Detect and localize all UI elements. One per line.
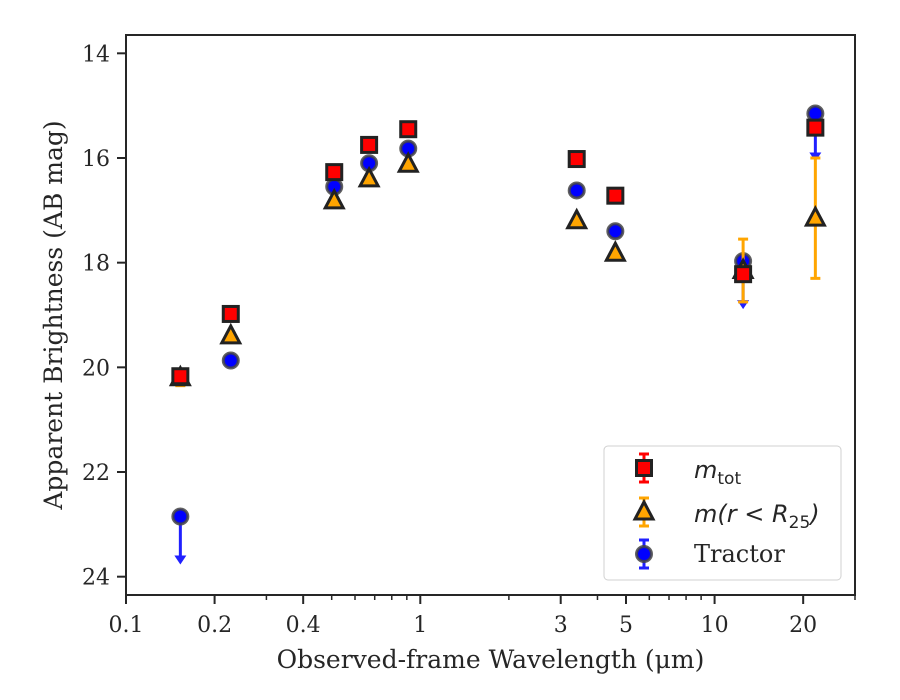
- x-tick-label: 20: [789, 613, 817, 638]
- y-tick-label: 22: [82, 461, 110, 486]
- y-tick-label: 14: [82, 42, 110, 67]
- point-mr25: [322, 187, 346, 210]
- legend-marker-mr25: [632, 498, 656, 521]
- point-mr25: [396, 151, 420, 173]
- legend-mr25-sub: 25: [789, 513, 811, 533]
- legend-mtot-sub: tot: [717, 469, 741, 489]
- y-tick-label: 16: [82, 147, 110, 172]
- data-points: [168, 104, 827, 565]
- legend-label-tractor: Tractor: [694, 540, 785, 568]
- x-tick-label: 0.1: [109, 613, 144, 638]
- legend-label-mr25: m(r < R25): [694, 500, 820, 533]
- legend-marker-mtot: [635, 459, 653, 477]
- series-mtot: [171, 118, 825, 386]
- x-tick-label: 10: [701, 613, 729, 638]
- point-mtot: [806, 118, 825, 137]
- x-tick-label: 3: [554, 613, 568, 638]
- point-mtot: [567, 150, 586, 169]
- point-mtot: [399, 120, 418, 139]
- point-mr25: [803, 204, 827, 227]
- legend-label-mtot: mtot: [694, 456, 741, 489]
- point-mtot: [171, 367, 190, 386]
- x-tick-label: 0.4: [286, 613, 321, 638]
- point-mtot: [325, 163, 344, 182]
- y-tick-label: 24: [82, 566, 110, 591]
- y-tick-label: 20: [82, 356, 110, 381]
- x-tick-label: 0.2: [197, 613, 232, 638]
- point-tractor: [221, 351, 240, 370]
- point-mr25: [603, 240, 627, 262]
- legend-mr25-close: ): [808, 500, 819, 528]
- x-tick-label: 5: [619, 613, 633, 638]
- point-tractor: [606, 222, 625, 241]
- ticks: 0.1 0.2 0.4 1 3 5 10 20 14 16 18 20 22 24: [82, 42, 856, 638]
- point-mr25: [565, 207, 589, 230]
- point-mtot: [360, 135, 379, 154]
- x-axis-label: Observed-frame Wavelength (μm): [277, 645, 705, 674]
- point-mr25: [357, 165, 381, 188]
- upper-limit-arrowhead: [174, 555, 187, 565]
- point-tractor: [171, 507, 190, 526]
- point-tractor: [567, 181, 586, 200]
- y-tick-label: 18: [82, 252, 110, 277]
- point-mtot: [734, 265, 753, 284]
- legend-mr25-base: m(r < R: [694, 500, 789, 528]
- point-mtot: [221, 304, 240, 323]
- plot-frame: [125, 34, 856, 596]
- legend-box: [603, 445, 842, 581]
- y-axis-label: Apparent Brightness (AB mag): [39, 120, 68, 510]
- legend: mtot m(r < R25) Tractor: [603, 445, 842, 581]
- x-tick-label: 1: [413, 613, 427, 638]
- legend-marker-tractor: [635, 545, 653, 563]
- point-mr25: [219, 322, 243, 345]
- legend-mtot-base: m: [694, 456, 717, 484]
- point-mtot: [606, 186, 625, 205]
